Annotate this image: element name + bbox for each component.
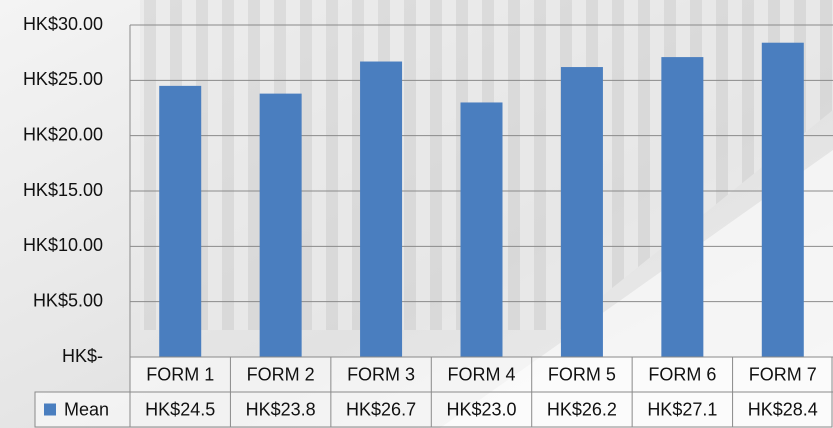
data-label: HK$23.8 (246, 399, 316, 419)
legend-label: Mean (64, 399, 109, 419)
data-label: HK$26.2 (547, 399, 617, 419)
x-tick-label: FORM 4 (447, 364, 515, 384)
data-table: FORM 1 FORM 2 FORM 3 FORM 4 FORM 5 FORM 6 FORM… (34, 356, 833, 428)
x-tick-label: FORM 5 (548, 364, 616, 384)
data-label: HK$28.4 (748, 399, 818, 419)
bar (661, 57, 704, 358)
x-tick-label: FORM 1 (146, 364, 214, 384)
data-label: HK$26.7 (346, 399, 416, 419)
x-tick-label: FORM 7 (749, 364, 817, 384)
bar (259, 93, 302, 357)
legend-swatch (44, 403, 56, 416)
data-label: HK$27.1 (647, 399, 717, 419)
y-tick-label: HK$20.00 (23, 124, 103, 144)
bars (159, 42, 804, 358)
y-tick-label: HK$30.00 (23, 14, 103, 34)
y-tick-label: HK$25.00 (23, 69, 103, 89)
x-tick-label: FORM 6 (648, 364, 716, 384)
bar (761, 42, 804, 357)
data-label: HK$24.5 (145, 399, 215, 419)
y-tick-label: HK$15.00 (23, 180, 103, 200)
y-tick-label: HK$- (62, 346, 103, 366)
bar (360, 61, 403, 358)
bar (560, 67, 603, 357)
bar (460, 102, 503, 357)
x-tick-label: FORM 2 (247, 364, 315, 384)
y-tick-label: HK$5.00 (33, 290, 103, 310)
bar (159, 85, 202, 357)
y-tick-label: HK$10.00 (23, 235, 103, 255)
data-label: HK$23.0 (446, 399, 516, 419)
x-tick-label: FORM 3 (347, 364, 415, 384)
